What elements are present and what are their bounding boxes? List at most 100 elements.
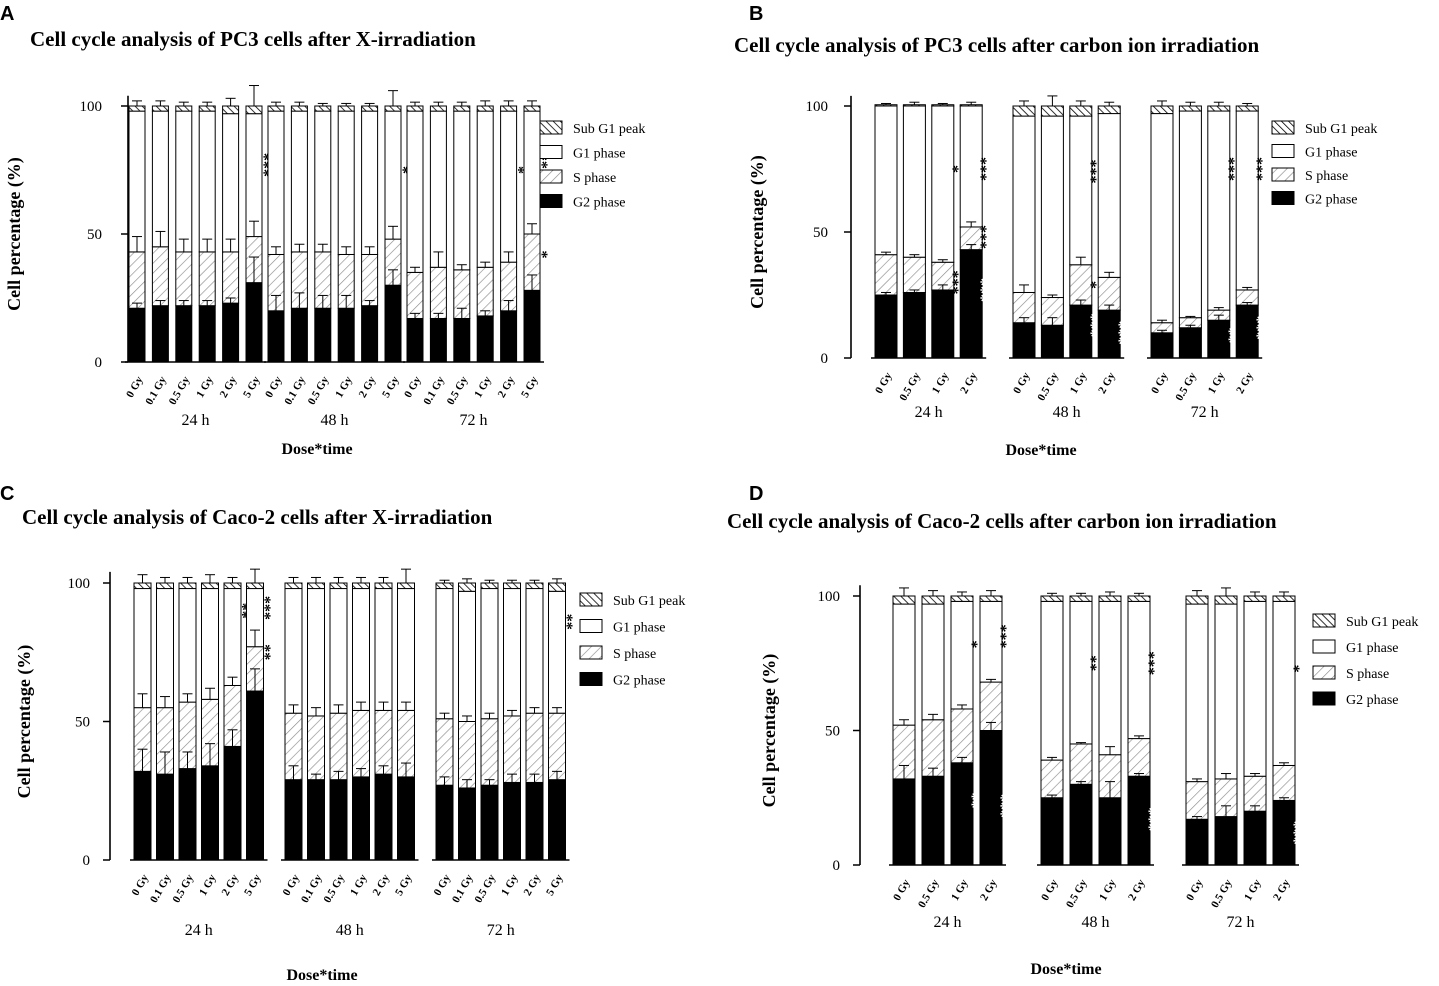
bar-g1-phase (1207, 110, 1231, 311)
x-tick-label: 1 Gy (348, 872, 370, 898)
legend-swatch-s (539, 169, 563, 184)
significance-stars: *** (1140, 807, 1157, 831)
bar-subg1-peak (223, 582, 242, 590)
bar-g1-phase (201, 588, 219, 700)
bar-stack (476, 100, 494, 363)
bar-stack (453, 101, 471, 363)
x-tick-label: 1 Gy (194, 374, 216, 400)
legend-swatch-g1 (539, 145, 563, 159)
bar-subg1-peak (453, 105, 471, 112)
panel-letter: B (749, 3, 763, 25)
bar-stack: *** (950, 591, 980, 866)
bar-g2-phase (476, 315, 494, 363)
legend: Sub G1 peak G1 phase S phase G2 phase (1271, 120, 1377, 208)
bar-s-phase (476, 266, 494, 317)
significance-stars: * (510, 166, 527, 174)
bar-g2-phase (921, 775, 945, 866)
bar-s-phase (374, 709, 393, 775)
bar-g2-phase (1178, 327, 1202, 359)
bar-subg1-peak (1069, 105, 1093, 117)
bar-subg1-peak (128, 105, 146, 112)
bar-g2-phase (222, 302, 240, 363)
bar-s-phase (1272, 764, 1296, 801)
x-tick-label: 2 Gy (496, 374, 518, 400)
group-label: 24 h (915, 404, 943, 421)
chart-title: Cell cycle analysis of PC3 cells after c… (734, 33, 1259, 57)
bar-g1-phase (175, 110, 193, 253)
y-tick-label: 0 (95, 355, 103, 371)
x-tick-label: 5 Gy (544, 872, 566, 898)
group-label: 24 h (934, 914, 962, 931)
legend-swatch-subg1 (1312, 613, 1336, 628)
bar-g2-phase (1185, 818, 1209, 866)
y-tick-label: 100 (818, 589, 841, 605)
bar-stack: ******** (246, 568, 273, 861)
x-tick-label: 0.1 Gy (450, 872, 476, 905)
legend-label: G1 phase (1346, 641, 1399, 656)
bar-s-phase (1040, 759, 1064, 799)
legend-label: G2 phase (1305, 193, 1358, 208)
bar-subg1-peak (1235, 105, 1259, 112)
legend-label: Sub G1 peak (613, 594, 685, 609)
significance-stars: * (533, 250, 550, 258)
bar-subg1-peak (198, 105, 216, 112)
bar-subg1-peak (1097, 105, 1121, 115)
bar-stack (1243, 591, 1267, 866)
bar-stack: *** *** (1127, 592, 1157, 866)
bar-g1-phase (892, 603, 916, 726)
x-tick-label: 5 Gy (380, 374, 402, 400)
bar-stack (1214, 587, 1238, 866)
significance-stars: *** (1220, 157, 1237, 181)
bar-stack (198, 101, 216, 363)
bar-s-phase (458, 721, 476, 789)
bar-g1-phase (1235, 110, 1259, 291)
bar-g1-phase (198, 110, 216, 253)
x-tick-label: 0.5 Gy (445, 374, 471, 407)
bar-subg1-peak (480, 582, 499, 590)
bar-subg1-peak (435, 582, 454, 590)
bar-g2-phase (267, 310, 285, 363)
bar-g1-phase (902, 105, 926, 258)
bar-stack (374, 576, 393, 861)
bar-stack (307, 576, 325, 861)
bar-s-phase (151, 246, 169, 307)
group-label: 48 h (1082, 914, 1110, 931)
x-tick-label: 2 Gy (218, 374, 240, 400)
bar-g1-phase (151, 110, 169, 248)
significance-stars: *** (992, 794, 1009, 818)
legend-swatch-subg1 (539, 120, 563, 135)
bar-g1-phase (1069, 115, 1093, 266)
bar-g2-phase (902, 291, 926, 359)
bar-g2-phase (1040, 324, 1064, 359)
bar-subg1-peak (902, 104, 926, 107)
bar-subg1-peak (429, 105, 447, 112)
bar-stack (902, 101, 926, 359)
x-axis-title: Dose*time (1030, 961, 1101, 978)
bar-g1-phase (1185, 603, 1209, 783)
bar-subg1-peak (979, 595, 1003, 602)
bar-g2-phase (329, 779, 348, 861)
bar-stack (128, 100, 146, 363)
bar-stack: ** (548, 578, 575, 861)
bar-g1-phase (435, 588, 454, 720)
x-tick-label: 2 Gy (220, 872, 242, 898)
bar-g1-phase (476, 110, 494, 268)
legend-swatch-s (579, 645, 603, 660)
bar-g1-phase (406, 110, 424, 273)
bar-g1-phase (525, 588, 544, 714)
bar-stack (874, 102, 898, 359)
legend: Sub G1 peak G1 phase S phase G2 phase (1312, 613, 1418, 708)
bar-g2-phase (1243, 810, 1267, 866)
x-tick-label: 0 Gy (1011, 370, 1033, 396)
x-tick-label: 2 Gy (1271, 877, 1293, 903)
bar-s-phase (1185, 781, 1209, 820)
bar-g1-phase (1243, 600, 1267, 777)
x-tick-label: 0.5 Gy (1035, 370, 1061, 403)
x-tick-label: 2 Gy (371, 872, 393, 898)
bar-g1-phase (1069, 600, 1093, 745)
bar-stack (397, 568, 415, 861)
significance-stars: *** (256, 696, 273, 720)
legend-swatch-g2 (579, 672, 603, 686)
bar-g1-phase (178, 588, 197, 703)
bar-g2-phase (151, 305, 169, 363)
